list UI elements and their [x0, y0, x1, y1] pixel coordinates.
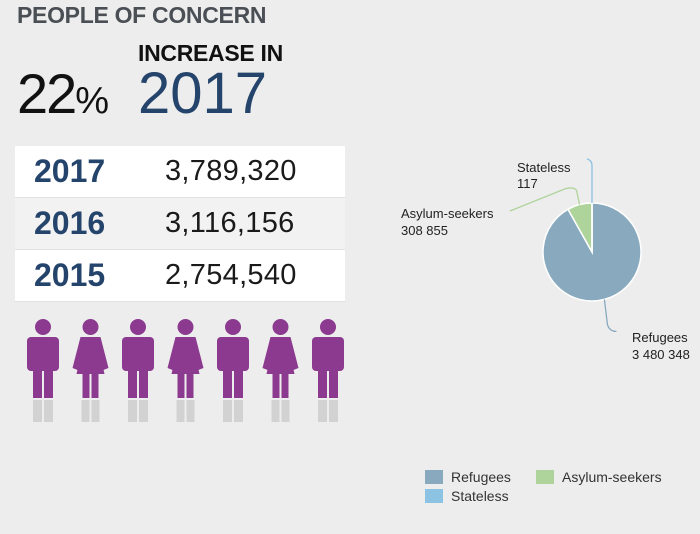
- row-value: 3,789,320: [165, 155, 297, 187]
- male-person-icon: [312, 319, 344, 422]
- row-value: 2,754,540: [165, 259, 297, 291]
- female-person-icon: [72, 319, 109, 422]
- row-year: 2015: [34, 257, 106, 293]
- row-value: 3,116,156: [165, 207, 295, 239]
- label-asylum-name: Asylum-seekers: [401, 206, 494, 221]
- label-stateless-name: Stateless: [517, 160, 571, 175]
- legend-swatch: [425, 489, 443, 503]
- pie-chart: Stateless 117 Asylum-seekers 308 855 Ref…: [401, 158, 690, 362]
- page-title: PEOPLE OF CONCERN: [17, 2, 267, 28]
- increase-label: INCREASE IN: [138, 40, 283, 66]
- label-refugees-value: 3 480 348: [632, 347, 690, 362]
- increase-year: 2017: [138, 61, 268, 126]
- leader-line-asylum-seekers: [509, 187, 581, 212]
- population-table: 2017 3,789,320 2016 3,116,156 2015 2,754…: [15, 146, 345, 302]
- legend-swatch: [425, 470, 443, 484]
- male-person-icon: [217, 319, 249, 422]
- female-person-icon: [167, 319, 204, 422]
- legend-label: Asylum-seekers: [562, 469, 662, 485]
- legend-label: Refugees: [451, 469, 511, 485]
- percent-symbol: %: [75, 80, 110, 122]
- legend-label: Stateless: [451, 488, 509, 504]
- male-person-icon: [122, 319, 154, 422]
- increase-percent: 22%: [17, 64, 109, 131]
- label-asylum-value: 308 855: [401, 223, 448, 238]
- people-icons: [27, 319, 344, 422]
- label-stateless-value: 117: [517, 176, 538, 191]
- row-year: 2016: [34, 205, 106, 241]
- male-person-icon: [27, 319, 59, 422]
- table-row: 2016 3,116,156: [15, 198, 345, 250]
- legend-item-refugees[interactable]: Refugees: [425, 469, 511, 485]
- leader-line-stateless: [586, 158, 593, 203]
- percent-value: 22: [17, 62, 77, 125]
- female-person-icon: [262, 319, 299, 422]
- leader-line-refugees: [603, 299, 617, 333]
- row-year: 2017: [34, 153, 106, 189]
- table-row: 2017 3,789,320: [15, 146, 345, 198]
- legend-swatch: [536, 470, 554, 484]
- legend-item-stateless[interactable]: Stateless: [425, 488, 509, 504]
- label-refugees-name: Refugees: [632, 330, 688, 345]
- legend-item-asylum-seekers[interactable]: Asylum-seekers: [536, 469, 662, 485]
- table-row: 2015 2,754,540: [15, 250, 345, 302]
